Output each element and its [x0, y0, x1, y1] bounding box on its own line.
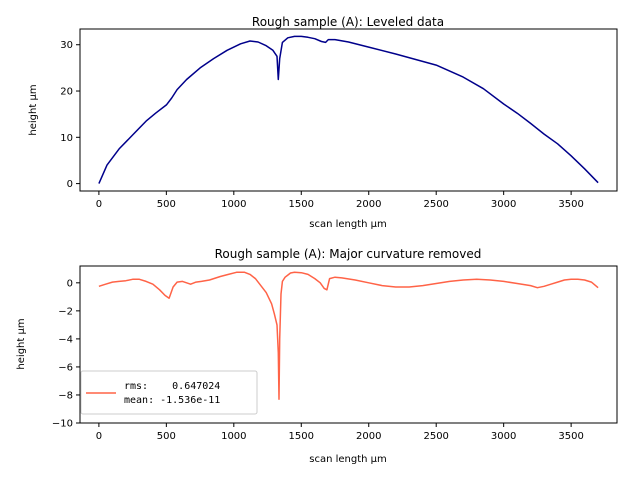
bottom-y-tick-label: −2: [58, 306, 73, 317]
top-y-tick-label: 20: [60, 87, 73, 98]
top-x-tick-label: 500: [157, 199, 176, 210]
bottom-y-tick-label: −8: [58, 390, 73, 401]
bottom-x-tick-label: 500: [157, 431, 176, 442]
top-plot-area: 0 500 1000 1500 2000 2500 3000 3500 0 10 20 30: [60, 35, 599, 210]
bottom-x-tick-label: 1500: [289, 431, 314, 442]
top-series-line: [98, 35, 599, 184]
bottom-y-tick-label: −4: [58, 334, 73, 345]
bottom-x-tick-label: 3000: [491, 431, 516, 442]
legend-mean-text: mean: -1.536e-11: [124, 395, 220, 406]
top-x-tick-label: 2500: [423, 199, 448, 210]
bottom-x-tick-label: 2500: [423, 431, 448, 442]
bottom-y-tick-label: 0: [67, 278, 73, 289]
legend-rms-text: rms: 0.647024: [124, 381, 220, 392]
top-chart: Rough sample (A): Leveled data 0 500 1000 1…: [28, 15, 618, 230]
top-x-tick-label: 2000: [356, 199, 381, 210]
bottom-y-axis-label: height µm: [16, 318, 27, 369]
bottom-x-tick-label: 3500: [558, 431, 583, 442]
top-chart-title: Rough sample (A): Leveled data: [252, 15, 444, 29]
bottom-x-tick-label: 1000: [221, 431, 246, 442]
top-y-axis-label: height µm: [28, 84, 39, 135]
bottom-chart: Rough sample (A): Major curvature remove…: [16, 247, 618, 465]
bottom-x-axis-label: scan length µm: [309, 454, 387, 465]
bottom-plot-area: 0 500 1000 1500 2000 2500 3000 3500 −10 −8 −6 −4 −2 0: [52, 271, 599, 442]
top-y-tick-label: 30: [60, 40, 73, 51]
top-x-tick-label: 1000: [221, 199, 246, 210]
bottom-series-line: [98, 271, 599, 400]
top-axes-frame: [79, 28, 618, 192]
top-x-tick-label: 1500: [289, 199, 314, 210]
bottom-y-tick-label: −10: [52, 419, 73, 430]
bottom-y-tick-label: −6: [58, 362, 73, 373]
legend: rms: 0.647024 mean: -1.536e-11: [80, 370, 258, 415]
bottom-x-tick-label: 0: [96, 431, 102, 442]
top-x-tick-label: 3500: [558, 199, 583, 210]
top-y-tick-label: 10: [60, 133, 73, 144]
legend-box: [80, 370, 258, 415]
top-x-axis-label: scan length µm: [309, 219, 387, 230]
bottom-axes-frame: [79, 265, 618, 424]
bottom-chart-title: Rough sample (A): Major curvature remove…: [215, 247, 482, 261]
bottom-x-tick-label: 2000: [356, 431, 381, 442]
top-x-tick-label: 0: [96, 199, 102, 210]
top-x-tick-label: 3000: [491, 199, 516, 210]
top-y-tick-label: 0: [67, 179, 73, 190]
